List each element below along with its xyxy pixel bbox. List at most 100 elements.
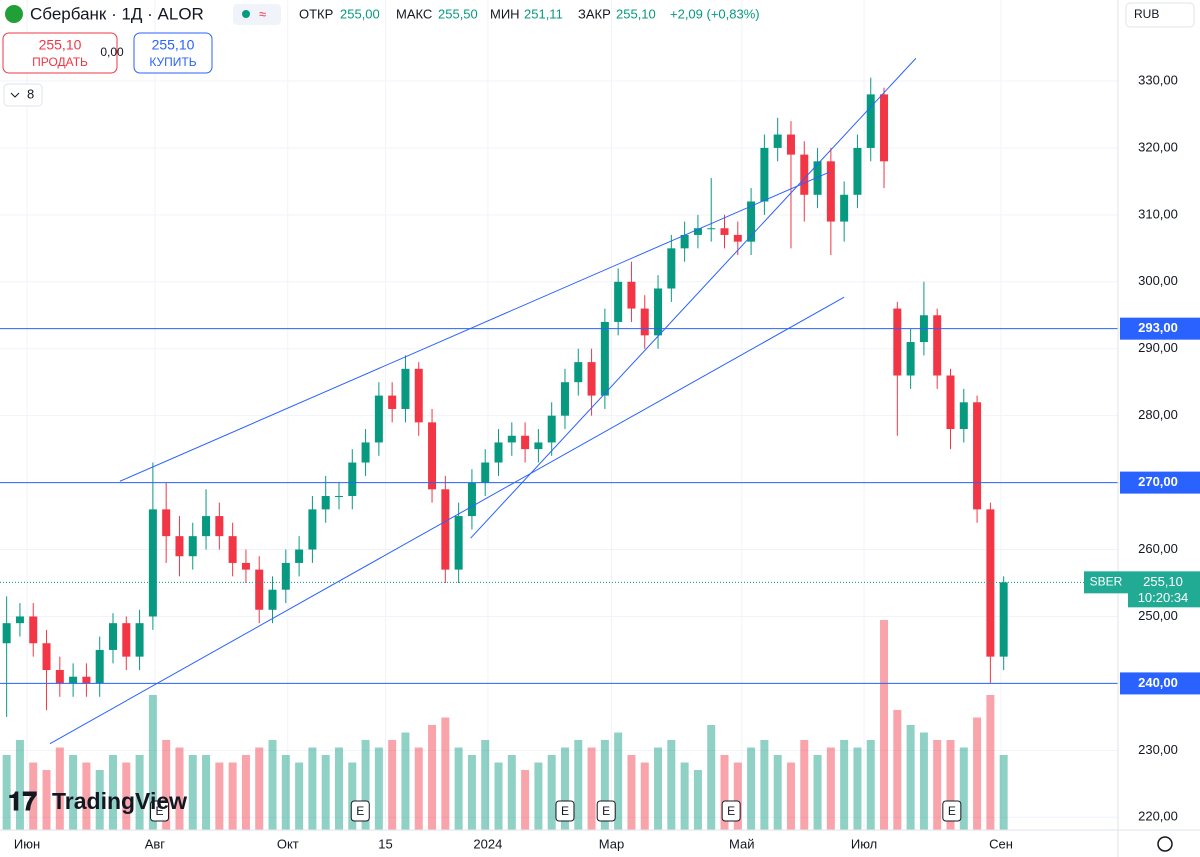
candle-body <box>747 201 756 242</box>
logo: TradingView <box>52 788 187 814</box>
candle-body <box>175 536 184 557</box>
candle-body <box>348 462 357 496</box>
candle-body <box>55 670 64 684</box>
settings-icon[interactable] <box>1157 836 1173 852</box>
candle-body <box>614 281 623 322</box>
y-tick-label: 290,00 <box>1138 340 1178 355</box>
candle-body <box>308 509 317 550</box>
volume-bar <box>547 755 556 830</box>
volume-bar <box>973 717 982 830</box>
volume-bar <box>813 755 822 830</box>
volume-bar <box>374 747 383 830</box>
status-pill[interactable] <box>233 4 281 25</box>
candle-body <box>2 623 11 644</box>
candle-body <box>574 362 583 383</box>
y-tick-label: 260,00 <box>1138 541 1178 556</box>
volume-bar <box>428 725 437 830</box>
candle-body <box>693 228 702 235</box>
indicators-count: 8 <box>27 86 34 101</box>
volume-bar <box>454 747 463 830</box>
candle-body <box>880 94 889 162</box>
candle-body <box>481 462 490 483</box>
volume-bar <box>853 747 862 830</box>
volume-bar <box>2 755 11 830</box>
volume-bar <box>534 762 543 830</box>
symbol-icon <box>5 5 23 23</box>
candle-body <box>29 616 38 644</box>
volume-bar <box>241 755 250 830</box>
candle-body <box>321 495 330 510</box>
open-label: ОТКР <box>299 6 333 21</box>
candle-body <box>853 147 862 195</box>
volume-bar <box>467 755 476 830</box>
candle-body <box>454 516 463 570</box>
candle-body <box>467 482 476 517</box>
y-tick-label: 230,00 <box>1138 742 1178 757</box>
volume-bar <box>441 717 450 830</box>
y-tick-label: 320,00 <box>1138 139 1178 154</box>
y-tick-label: 280,00 <box>1138 407 1178 422</box>
close-label: ЗАКР <box>578 6 611 21</box>
price-label: 270,00 <box>1138 474 1178 489</box>
candle-body <box>122 623 131 657</box>
x-tick-label: Сен <box>989 836 1013 851</box>
candle-body <box>268 589 277 610</box>
trend-line <box>49 296 845 745</box>
countdown: 10:20:34 <box>1138 590 1189 605</box>
x-tick-label: Окт <box>277 836 299 851</box>
candle-body <box>82 676 91 684</box>
volume-bar <box>388 740 397 830</box>
volume-bar <box>414 747 423 830</box>
volume-bar <box>334 747 343 830</box>
volume-bar <box>321 755 330 830</box>
low-value: 251,11 <box>524 6 563 21</box>
candle-body <box>707 228 716 230</box>
symbol-label: SBER <box>1090 575 1123 589</box>
volume-bar <box>680 762 689 830</box>
currency-button[interactable] <box>1125 2 1195 28</box>
volume-bar <box>401 732 410 830</box>
candle-body <box>973 402 982 510</box>
volume-bar <box>295 762 304 830</box>
candle-body <box>893 308 902 376</box>
volume-bar <box>507 755 516 830</box>
trend-line <box>470 57 917 539</box>
indicators-toggle[interactable] <box>3 83 43 107</box>
volume-bar <box>255 747 264 830</box>
status-icon: ≈ <box>259 6 266 21</box>
volume-bar <box>308 747 317 830</box>
volume-bar <box>281 755 290 830</box>
candle-body <box>135 623 144 657</box>
candle-body <box>507 435 516 443</box>
open-value: 255,00 <box>340 6 380 21</box>
x-tick-label: Авг <box>145 836 166 851</box>
x-tick-label: 2024 <box>473 836 502 851</box>
volume-bar <box>521 770 530 830</box>
volume-bar <box>986 695 995 830</box>
candle-body <box>428 422 437 490</box>
currency: RUB <box>1134 7 1159 21</box>
symbol: Сбербанк · 1Д · ALOR <box>30 4 204 23</box>
volume-bar <box>175 747 184 830</box>
candle-body <box>946 375 955 430</box>
candle-body <box>733 234 742 242</box>
sell-button[interactable] <box>2 32 118 74</box>
x-tick-label: 15 <box>378 836 392 851</box>
candle-body <box>866 94 875 148</box>
y-tick-label: 250,00 <box>1138 608 1178 623</box>
volume-bar <box>574 740 583 830</box>
volume-bar <box>122 762 131 830</box>
candle-body <box>654 288 663 336</box>
candle-body <box>640 308 649 336</box>
price-label: 240,00 <box>1138 675 1178 690</box>
buy-button[interactable] <box>133 32 213 74</box>
volume-bar <box>188 755 197 830</box>
volume-bar <box>733 762 742 830</box>
volume-bar <box>600 740 609 830</box>
event-label: E <box>356 804 364 818</box>
candle-body <box>281 562 290 590</box>
last-price-box <box>1128 571 1200 608</box>
candle-body <box>401 368 410 409</box>
